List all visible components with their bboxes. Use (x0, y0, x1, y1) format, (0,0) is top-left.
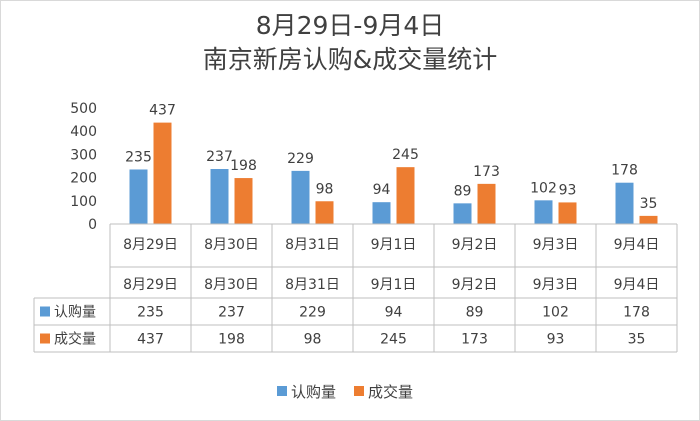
y-tick-label: 100 (70, 194, 97, 210)
data-label: 198 (230, 158, 257, 174)
x-tick-label: 8月30日 (204, 237, 259, 253)
table-cell: 102 (542, 305, 569, 321)
data-label: 237 (206, 149, 233, 165)
legend-label: 成交量 (368, 383, 413, 401)
bar-认购量 (291, 170, 310, 224)
bar-成交量 (477, 183, 496, 224)
table-cell: 173 (461, 332, 488, 348)
legend-label: 认购量 (291, 383, 336, 401)
table-cell: 98 (304, 332, 322, 348)
x-tick-label: 8月29日 (123, 237, 178, 253)
data-label: 178 (611, 163, 638, 179)
table-header-cell: 9月1日 (371, 277, 417, 293)
data-label: 235 (125, 149, 152, 165)
bar-认购量 (210, 169, 229, 224)
bar-成交量 (315, 201, 334, 224)
table-legend-key (40, 306, 50, 317)
table-cell: 35 (628, 332, 646, 348)
table-legend-key (40, 333, 50, 344)
y-tick-label: 400 (70, 124, 97, 140)
table-cell: 94 (385, 305, 403, 321)
table-series-label: 认购量 (54, 305, 96, 321)
y-tick-label: 300 (70, 147, 97, 163)
table-header-cell: 8月31日 (285, 277, 340, 293)
table-cell: 245 (380, 332, 407, 348)
bar-认购量 (534, 200, 553, 224)
x-tick-label: 9月2日 (452, 237, 498, 253)
table-cell: 235 (137, 305, 164, 321)
data-label: 173 (473, 164, 500, 180)
data-label: 89 (454, 183, 472, 199)
data-label: 102 (530, 180, 557, 196)
bar-成交量 (558, 202, 577, 224)
data-label: 245 (392, 147, 419, 163)
bar-认购量 (615, 182, 634, 224)
table-cell: 93 (547, 332, 565, 348)
y-tick-label: 500 (70, 101, 97, 117)
x-tick-label: 9月3日 (533, 237, 579, 253)
table-cell: 237 (218, 305, 245, 321)
legend-swatch (354, 386, 364, 396)
bar-成交量 (396, 167, 415, 224)
bar-认购量 (372, 202, 391, 224)
table-cell: 229 (299, 305, 326, 321)
legend-swatch (277, 386, 287, 396)
table-cell: 437 (137, 332, 164, 348)
x-tick-label: 9月1日 (371, 237, 417, 253)
data-label: 437 (149, 103, 176, 119)
data-label: 98 (316, 181, 334, 197)
x-tick-label: 9月4日 (614, 237, 660, 253)
data-label: 35 (640, 196, 658, 212)
table-cell: 198 (218, 332, 245, 348)
data-label: 229 (287, 151, 314, 167)
bar-认购量 (129, 169, 148, 224)
table-cell: 89 (466, 305, 484, 321)
bar-成交量 (639, 215, 658, 224)
chart-title-line2: 南京新房认购&成交量统计 (202, 45, 498, 74)
table-header-cell: 9月3日 (533, 277, 579, 293)
bar-认购量 (453, 203, 472, 224)
table-series-label: 成交量 (54, 331, 96, 348)
y-tick-label: 0 (88, 217, 97, 233)
chart-title-line1: 8月29日-9月4日 (255, 11, 445, 40)
x-tick-label: 8月31日 (285, 237, 340, 253)
table-header-cell: 8月29日 (123, 277, 178, 293)
table-cell: 178 (623, 305, 650, 321)
bar-成交量 (153, 122, 172, 224)
table-header-cell: 9月4日 (614, 277, 660, 293)
table-header-cell: 8月30日 (204, 277, 259, 293)
data-label: 93 (559, 182, 577, 198)
table-header-cell: 9月2日 (452, 277, 498, 293)
y-tick-label: 200 (70, 171, 97, 187)
bar-成交量 (234, 178, 253, 224)
data-label: 94 (373, 182, 391, 198)
